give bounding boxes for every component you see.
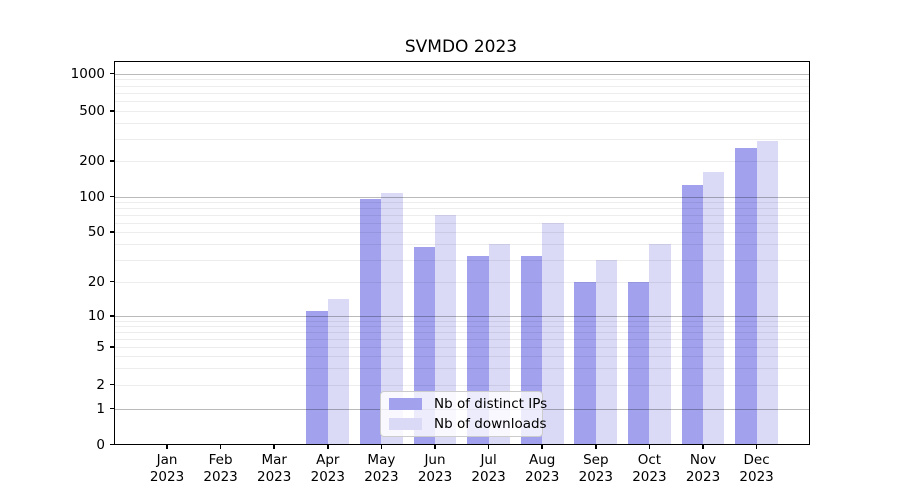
bar-dec-series1 xyxy=(756,140,778,445)
y-tick-mark xyxy=(109,110,114,112)
gridline-90 xyxy=(114,201,810,203)
y-tick-mark xyxy=(109,315,114,317)
bar-may-series0 xyxy=(360,199,382,445)
gridline-10 xyxy=(114,316,810,317)
x-tick-label-aug: Aug 2023 xyxy=(525,452,560,485)
bar-apr-series1 xyxy=(327,299,350,445)
legend-label-0: Nb of distinct IPs xyxy=(434,396,548,413)
gridline-7 xyxy=(114,331,810,333)
bar-may-series1 xyxy=(381,193,403,445)
legend-label-1: Nb of downloads xyxy=(434,415,547,432)
gridline-100 xyxy=(114,196,810,198)
x-tick-mark xyxy=(755,445,758,449)
y-tick-label: 20 xyxy=(87,273,105,290)
x-tick-label-dec: Dec 2023 xyxy=(739,452,774,485)
gridline-3 xyxy=(114,367,810,369)
gridline-900 xyxy=(114,79,810,81)
y-tick-mark xyxy=(109,195,114,198)
y-tick-label: 100 xyxy=(79,188,105,205)
x-tick-label-mar: Mar 2023 xyxy=(257,452,292,485)
legend-row-1: Nb of downloads xyxy=(381,414,547,433)
y-tick-mark xyxy=(109,280,114,283)
y-tick-label: 200 xyxy=(79,153,105,169)
x-tick-label-jul: Jul 2023 xyxy=(471,452,506,485)
gridline-50 xyxy=(114,232,810,233)
bar-oct-series0 xyxy=(628,281,650,445)
y-tick-mark xyxy=(109,231,114,233)
legend-swatch-0 xyxy=(389,398,422,411)
gridline-70 xyxy=(114,214,810,216)
gridline-8 xyxy=(114,325,810,327)
x-tick-mark xyxy=(380,445,383,449)
x-tick-mark xyxy=(648,445,651,449)
gridline-4 xyxy=(114,356,810,358)
bar-nov-series0 xyxy=(681,185,703,445)
gridline-5 xyxy=(114,347,810,348)
gridline-200 xyxy=(114,161,810,162)
gridline-700 xyxy=(114,92,810,94)
y-tick-label: 5 xyxy=(96,339,105,355)
x-tick-label-jun: Jun 2023 xyxy=(417,452,453,485)
gridline-500 xyxy=(114,111,810,112)
plot-area xyxy=(114,61,810,445)
legend-row-0: Nb of distinct IPs xyxy=(381,395,547,414)
x-tick-mark xyxy=(702,445,704,449)
y-tick-mark xyxy=(109,160,114,162)
gridline-30 xyxy=(114,259,810,261)
x-tick-mark xyxy=(434,445,436,449)
x-tick-mark xyxy=(487,445,490,449)
y-tick-label: 10 xyxy=(87,308,105,324)
x-tick-label-apr: Apr 2023 xyxy=(310,452,345,485)
bar-sep-series1 xyxy=(595,259,618,445)
x-tick-mark xyxy=(595,445,597,449)
bar-nov-series1 xyxy=(703,172,725,445)
gridline-300 xyxy=(114,138,810,140)
bar-aug-series1 xyxy=(542,222,564,445)
x-tick-mark xyxy=(541,445,543,449)
gridline-80 xyxy=(114,207,810,209)
gridline-20 xyxy=(114,281,810,283)
bar-oct-series1 xyxy=(649,244,671,445)
x-tick-label-feb: Feb 2023 xyxy=(203,452,238,485)
y-tick-mark xyxy=(109,383,114,386)
bar-apr-series0 xyxy=(306,311,328,445)
bar-sep-series0 xyxy=(574,281,596,445)
x-tick-mark xyxy=(166,445,168,449)
y-tick-mark xyxy=(109,72,114,75)
gridline-6 xyxy=(114,338,810,340)
y-tick-mark xyxy=(109,443,114,446)
legend: Nb of distinct IPs Nb of downloads xyxy=(380,391,547,437)
chart-title: SVMDO 2023 xyxy=(404,37,518,57)
x-tick-label-oct: Oct 2023 xyxy=(632,452,667,485)
y-tick-mark xyxy=(109,346,114,348)
gridline-600 xyxy=(114,101,810,103)
y-tick-mark xyxy=(109,407,114,410)
y-tick-label: 50 xyxy=(87,224,105,240)
gridline-2 xyxy=(114,384,810,386)
legend-swatch-1 xyxy=(389,417,422,430)
y-tick-label: 2 xyxy=(96,376,105,393)
x-tick-mark xyxy=(327,445,329,449)
y-tick-label: 1000 xyxy=(70,65,105,82)
gridline-40 xyxy=(114,244,810,246)
gridline-400 xyxy=(114,123,810,125)
bar-jun-series1 xyxy=(435,214,457,445)
gridline-800 xyxy=(114,85,810,87)
x-tick-label-sep: Sep 2023 xyxy=(578,452,613,485)
y-tick-label: 1 xyxy=(96,400,105,417)
x-tick-mark xyxy=(273,445,275,449)
y-tick-label: 0 xyxy=(96,436,105,453)
gridline-60 xyxy=(114,222,810,224)
x-tick-mark xyxy=(219,445,222,449)
gridline-1000 xyxy=(114,73,810,75)
x-tick-label-may: May 2023 xyxy=(364,452,399,485)
x-tick-label-nov: Nov 2023 xyxy=(685,452,721,485)
gridline-9 xyxy=(114,320,810,322)
bar-dec-series0 xyxy=(735,147,757,445)
y-tick-label: 500 xyxy=(79,103,105,119)
x-tick-label-jan: Jan 2023 xyxy=(149,452,185,485)
